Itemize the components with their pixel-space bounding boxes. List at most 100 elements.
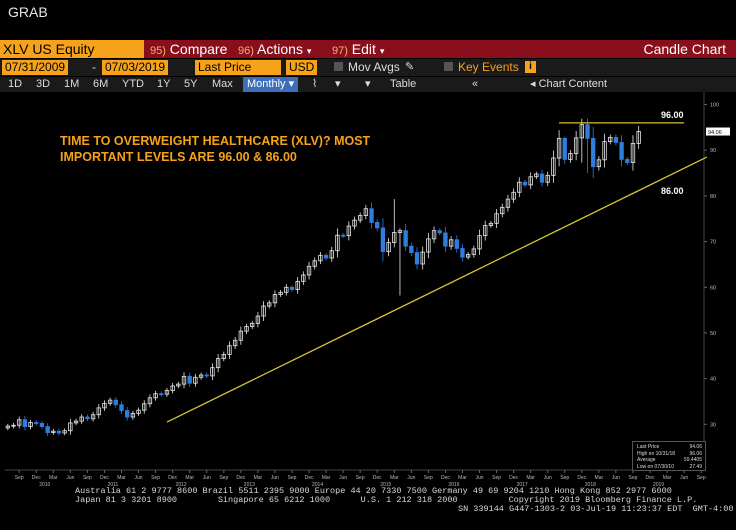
candle-body [414,252,420,265]
x-tick-label: Dec [646,475,655,481]
chart-content-label: Chart Content [538,78,608,90]
period-ytd[interactable]: YTD [122,78,144,90]
candle-body [522,181,528,186]
x-tick-label: Mar [322,475,331,481]
candle-body [272,294,278,304]
actions-menu[interactable]: 96) Actions ▾ [238,40,311,58]
candle-body [187,375,192,384]
x-tick-label: Sep [356,475,365,481]
period-1m[interactable]: 1M [64,78,80,90]
table-button[interactable]: Table [390,78,417,90]
ticker-field[interactable]: XLV US Equity [0,40,144,58]
legend-row: Average [637,457,656,463]
date-separator: - [92,60,96,74]
candle-body [244,326,249,332]
period-6m[interactable]: 6M [93,78,109,90]
period-1d[interactable]: 1D [8,78,23,90]
candle-body [596,159,602,168]
candle-body [306,265,312,276]
chart-annotation-line2: IMPORTANT LEVELS ARE 96.00 & 86.00 [60,150,297,164]
candle-body [579,124,584,139]
y-tick-label: 30 [710,422,716,428]
candle-body [153,393,158,399]
x-tick-label: Mar [254,475,263,481]
candle-body [420,251,425,265]
x-tick-label: Dec [577,475,586,481]
actions-label: Actions [257,41,303,57]
y-tick-label: 50 [710,331,716,337]
candle-body [295,280,300,290]
x-tick-label: Sep [15,475,24,481]
candle-body [534,173,539,178]
candle-body [443,232,448,247]
dropdown-arrow-icon[interactable]: ▾ [365,78,371,90]
candle-chart: 30 40 50 60 70 80 90 100 Dec Sep Dec Mar Jun Sep Dec Ma… [5,92,730,487]
info-icon[interactable]: i [525,61,536,73]
chart-content-button[interactable]: ◂ Chart Content [530,77,607,92]
candle-body [39,423,45,428]
x-tick-label: Dec [441,475,450,481]
footer-contacts-line2: Japan 81 3 3201 8900 Singapore 65 6212 1… [75,495,698,505]
legend-row: Low on 07/30/10 [637,463,674,470]
candle-body [68,422,73,432]
legend-value: 94.06 [689,444,702,450]
x-tick-label: Sep [560,475,569,481]
candle-body [460,248,465,258]
x-year-label: 2010 [39,482,50,487]
x-tick-label: Jun [203,475,211,481]
footer-contacts-line1: Australia 61 2 9777 8600 Brazil 5511 239… [75,486,672,496]
candle-body [375,222,380,229]
candle-body [346,225,351,237]
candle-body [386,242,391,253]
period-3d[interactable]: 3D [36,78,51,90]
candle-body [107,399,113,404]
candle-body [318,254,323,262]
period-max[interactable]: Max [212,78,233,90]
dropdown-arrow-icon: ▾ [288,78,295,90]
end-date-field[interactable]: 07/03/2019 [102,60,169,75]
period-5y[interactable]: 5Y [184,78,198,90]
candle-body [477,235,482,250]
price-field-select[interactable]: Last Price [195,60,281,75]
compare-menu[interactable]: 95) Compare [150,40,227,58]
key-events-checkbox[interactable] [444,62,453,71]
candle-body [79,416,84,422]
candle-body [301,274,306,282]
candle-body [545,174,550,183]
candle-body [11,424,16,427]
dropdown-arrow-icon[interactable]: ▾ [335,78,341,90]
candle-body [45,426,50,433]
candle-body [500,206,505,215]
frequency-select[interactable]: Monthly ▾ [243,77,299,92]
pencil-icon[interactable]: ✎ [405,61,415,73]
candle-body [380,227,386,253]
edit-label: Edit [351,41,376,57]
x-tick-label: Sep [424,475,433,481]
collapse-icon[interactable]: « [472,78,479,90]
candle-body [261,305,266,317]
y-tick-label: 40 [710,377,716,383]
period-1y[interactable]: 1Y [157,78,171,90]
line-chart-icon[interactable]: ⌇ [312,78,318,90]
x-tick-label: Jun [407,475,415,481]
candle-body [363,208,369,216]
x-tick-label: Dec [236,475,245,481]
actions-num: 96) [238,45,254,57]
candle-body [591,137,596,168]
candle-body [28,422,33,428]
x-year-label: 2013 [244,482,255,487]
edit-menu[interactable]: 97) Edit ▾ [332,40,384,58]
mov-avgs-checkbox[interactable] [334,62,343,71]
candle-body [164,390,170,395]
candle-body [426,238,431,253]
x-tick-label: Dec [100,475,109,481]
command-bar [0,40,736,58]
start-date-field[interactable]: 07/31/2009 [2,60,69,75]
candle-body [284,286,289,293]
candle-body [51,430,56,433]
candle-body [437,230,442,234]
candle-body [431,230,437,240]
currency-select[interactable]: USD [286,60,318,75]
x-tick-label: Sep [288,475,297,481]
candle-body [181,375,187,385]
